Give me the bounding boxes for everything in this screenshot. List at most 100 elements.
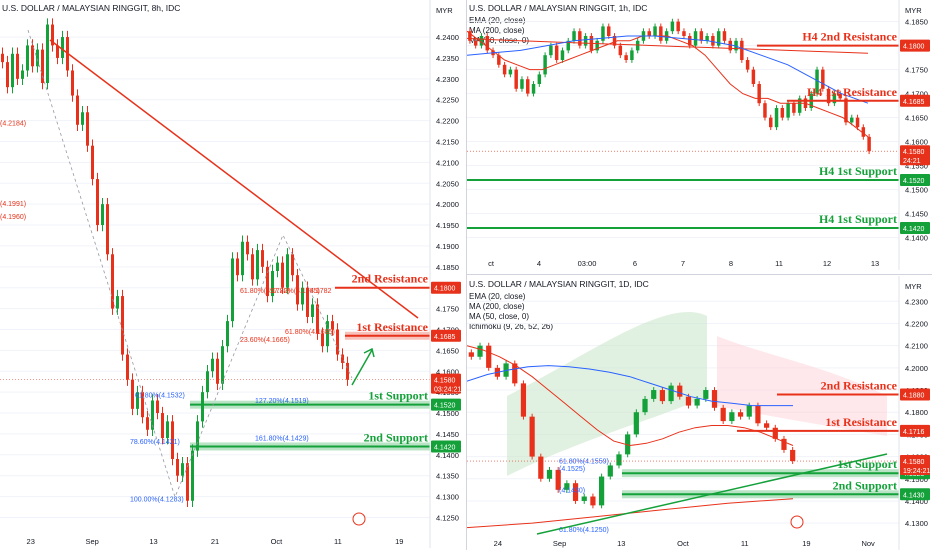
candle-body: [635, 40, 640, 51]
level-label: H4 1st Support: [819, 212, 897, 226]
candle-body: [867, 136, 871, 152]
candle-body: [311, 304, 314, 317]
y-tick-label: 4.1500: [905, 186, 928, 195]
candle-body: [745, 60, 750, 70]
candle-body: [261, 250, 264, 267]
price-tag-text: 4.1800: [903, 44, 925, 51]
candle-body: [346, 362, 349, 380]
candle-body: [755, 405, 761, 424]
y-tick-label: 4.2350: [436, 54, 459, 63]
candle-body: [821, 69, 825, 89]
candle-body: [166, 421, 169, 439]
candle-body: [251, 254, 254, 280]
candle-body: [564, 483, 570, 490]
candle-body: [797, 98, 802, 113]
candle-body: [590, 496, 596, 506]
candle-body: [508, 69, 513, 75]
price-tag: [900, 488, 930, 501]
y-tick-label: 4.2000: [905, 364, 928, 373]
candle-body: [790, 449, 796, 462]
candle-body: [226, 321, 229, 347]
price-tag-text: 4.1880: [903, 392, 925, 399]
candle-body: [301, 287, 304, 305]
candle-body: [630, 50, 634, 60]
panel-divider-horizontal[interactable]: [467, 274, 932, 275]
candle-body: [560, 50, 565, 60]
candle-body: [485, 36, 489, 51]
last-price-value: 4.1580: [434, 378, 456, 385]
candle-body: [171, 421, 174, 459]
chart-1h-panel[interactable]: U.S. DOLLAR / MALAYSIAN RINGGIT, 1h, IDC…: [466, 0, 932, 273]
x-tick-label: 24: [494, 539, 502, 548]
price-tag: [900, 39, 930, 52]
level-label: 2nd Support: [833, 478, 897, 492]
level-label: 1st Resistance: [356, 320, 428, 334]
price-tag: [431, 281, 461, 294]
y-tick-label: 4.1250: [436, 513, 459, 522]
level-zone: [345, 331, 430, 340]
candle-body: [1, 53, 4, 63]
candle-body: [543, 55, 547, 75]
candle-body: [774, 108, 779, 128]
candle-body: [16, 53, 19, 79]
candle-body: [76, 95, 79, 125]
x-tick-label: 6: [633, 259, 637, 268]
candle-body: [647, 31, 651, 36]
candle-body: [56, 45, 59, 58]
candle-body: [306, 287, 309, 317]
candle-body: [221, 346, 224, 384]
price-tag-text: 4.1520: [903, 178, 925, 185]
last-price-tag: [900, 145, 930, 166]
x-tick-label: 19: [802, 539, 810, 548]
candle-body: [659, 26, 663, 41]
last-price-value: 4.1580: [903, 149, 925, 156]
candle-body: [607, 465, 613, 477]
candle-body: [670, 21, 675, 32]
candle-body: [780, 108, 785, 118]
x-tick-label: Oct: [271, 537, 284, 546]
candle-body: [11, 53, 14, 88]
last-price-countdown: 19:24:21: [903, 468, 930, 475]
fib-level-label: (4.2184): [0, 120, 26, 127]
chart-1d-panel[interactable]: U.S. DOLLAR / MALAYSIAN RINGGIT, 1D, IDC…: [466, 276, 932, 550]
y-tick-label: 4.1850: [905, 18, 928, 27]
candle-body: [71, 70, 74, 96]
price-tag: [900, 388, 930, 401]
candle-body: [682, 31, 686, 36]
chart-8h-panel[interactable]: U.S. DOLLAR / MALAYSIAN RINGGIT, 8h, IDC…: [0, 0, 466, 550]
candle-body: [26, 45, 29, 71]
candle-body: [740, 40, 744, 60]
candle-body: [711, 390, 718, 408]
moving-average-line: [466, 37, 869, 54]
level-label: 2nd Support: [364, 430, 428, 444]
price-tag: [431, 440, 461, 453]
candle-body: [769, 117, 773, 128]
candle-body: [746, 405, 752, 417]
candle-body: [256, 250, 259, 280]
x-tick-label: Sep: [553, 539, 566, 548]
candle-body: [196, 421, 199, 451]
level-label: H4 1st Support: [819, 164, 897, 178]
x-tick-label: 12: [823, 259, 831, 268]
candle-body: [241, 241, 244, 276]
candle-body: [599, 476, 605, 506]
fib-level-label: 61.80%(4.1782): [240, 288, 290, 295]
y-tick-label: 4.1650: [436, 346, 459, 355]
y-tick-label: 4.2100: [905, 342, 928, 351]
y-tick-label: 4.1550: [905, 162, 928, 171]
candle-body: [246, 241, 249, 255]
price-tag-text: 4.1685: [434, 334, 456, 341]
candle-body: [520, 79, 524, 89]
candle-body: [201, 392, 204, 422]
candle-body: [763, 103, 767, 118]
indicator-legend-item: EMA (20, close): [469, 292, 526, 301]
chart-title: U.S. DOLLAR / MALAYSIAN RINGGIT, 1h, IDC: [469, 3, 647, 13]
fib-level-label: 97.20%(4.1785): [270, 288, 320, 295]
candle-body: [538, 456, 544, 479]
y-tick-label: 4.1750: [905, 66, 928, 75]
candle-body: [546, 469, 553, 479]
candle-body: [555, 469, 561, 490]
fib-level-label: 61.80%(4.1250): [559, 527, 609, 534]
candle-body: [722, 31, 727, 41]
panel-divider-vertical[interactable]: [466, 0, 467, 550]
